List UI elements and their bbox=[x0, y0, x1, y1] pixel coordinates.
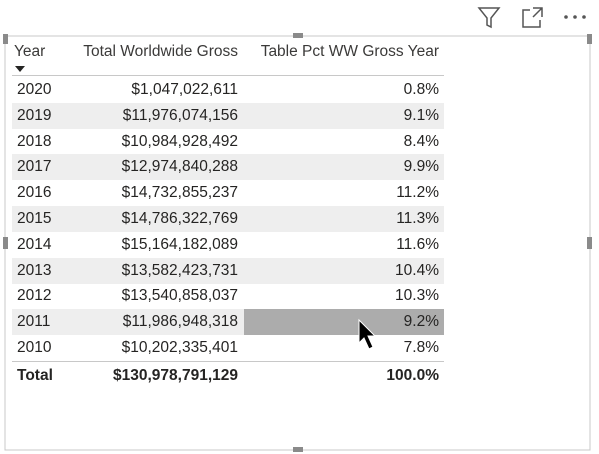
table-cell: 2010 bbox=[17, 339, 52, 356]
table-cell: $13,540,858,037 bbox=[121, 287, 238, 305]
table-cell: 9.2% bbox=[403, 313, 439, 331]
total-cell: $130,978,791,129 bbox=[113, 366, 238, 384]
table-cell: 9.9% bbox=[403, 158, 439, 176]
table-cell: 11.6% bbox=[396, 235, 439, 253]
header-cell[interactable]: Total Worldwide Gross bbox=[83, 43, 238, 60]
table-cell: $15,164,182,089 bbox=[121, 235, 238, 253]
resize-handle[interactable] bbox=[587, 34, 592, 44]
table-cell: 8.4% bbox=[403, 132, 439, 150]
table-cell: $10,984,928,492 bbox=[121, 132, 238, 150]
table-cell: $13,582,423,731 bbox=[121, 261, 238, 279]
table-cell: 10.3% bbox=[395, 287, 439, 305]
resize-handle[interactable] bbox=[293, 33, 303, 38]
table-cell: 11.3% bbox=[396, 210, 439, 227]
table-cell: 2011 bbox=[17, 313, 51, 331]
table-cell: $11,986,948,318 bbox=[122, 313, 238, 331]
more-options-icon[interactable] bbox=[564, 15, 586, 19]
row-band bbox=[12, 257, 444, 284]
table-cell: 2015 bbox=[17, 210, 52, 227]
resize-handle[interactable] bbox=[293, 447, 303, 452]
table-cell: 2019 bbox=[17, 106, 52, 124]
row-band bbox=[12, 206, 444, 232]
table-cell: 7.8% bbox=[403, 339, 439, 356]
resize-handle[interactable] bbox=[3, 237, 8, 249]
table-cell: $14,732,855,237 bbox=[121, 184, 238, 202]
visual-border bbox=[4, 35, 591, 451]
table-cell: 2020 bbox=[17, 81, 52, 98]
table-cell: 2013 bbox=[17, 261, 52, 279]
table-cell: 11.2% bbox=[396, 184, 439, 202]
resize-handle[interactable] bbox=[587, 237, 592, 249]
table-cell: 2012 bbox=[17, 287, 52, 305]
table-cell: 2017 bbox=[17, 158, 52, 176]
row-band bbox=[12, 154, 444, 181]
table-cell: 2014 bbox=[17, 235, 52, 253]
filter-icon[interactable] bbox=[477, 7, 501, 29]
table-cell: $14,786,322,769 bbox=[121, 210, 238, 227]
header-cell[interactable]: Year bbox=[14, 43, 46, 60]
row-band bbox=[12, 102, 444, 129]
table-cell: $11,976,074,156 bbox=[122, 106, 238, 124]
table-cell: $10,202,335,401 bbox=[121, 339, 238, 356]
total-cell: 100.0% bbox=[386, 366, 439, 384]
header-cell[interactable]: Table Pct WW Gross Year bbox=[260, 43, 439, 60]
table-cell: 10.4% bbox=[395, 261, 439, 279]
hover-highlight bbox=[244, 309, 444, 336]
table-cell: 9.1% bbox=[403, 106, 439, 124]
table-cell: 2016 bbox=[17, 184, 52, 202]
table-cell: 0.8% bbox=[403, 81, 439, 98]
total-cell: Total bbox=[17, 366, 53, 384]
resize-handle[interactable] bbox=[3, 34, 8, 44]
focus-mode-icon[interactable] bbox=[522, 7, 543, 28]
sort-arrow[interactable] bbox=[15, 66, 25, 72]
table-cell: $1,047,022,611 bbox=[131, 81, 238, 98]
table-cell: $12,974,840,288 bbox=[121, 158, 238, 176]
table-cell: 2018 bbox=[17, 132, 52, 150]
